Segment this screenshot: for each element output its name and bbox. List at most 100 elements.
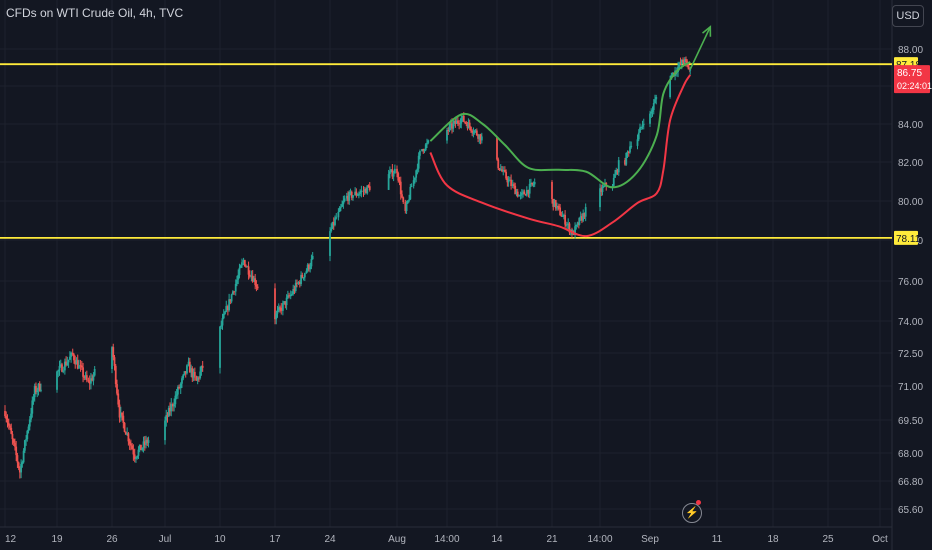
candle-body — [187, 361, 190, 366]
candle-body — [639, 127, 641, 133]
candle-body — [456, 120, 459, 124]
candle-body — [460, 117, 463, 124]
candle-body — [678, 62, 681, 67]
candle-body — [533, 181, 536, 185]
candle-body — [221, 318, 224, 326]
candle-body — [523, 191, 526, 195]
candle-body — [311, 255, 314, 260]
lightning-icon[interactable]: ⚡ — [682, 503, 702, 523]
candle-body — [683, 59, 686, 63]
candle-body — [409, 186, 412, 200]
candle-body — [519, 194, 522, 196]
candle-body — [392, 173, 395, 177]
candle-body — [602, 185, 605, 188]
candle-body — [579, 216, 582, 218]
candle-body — [302, 277, 305, 279]
candle-body — [426, 142, 428, 145]
candle-body — [247, 266, 250, 275]
candle-body — [294, 282, 297, 292]
candle-body — [357, 193, 360, 195]
y-tick-label: 72.50 — [898, 349, 923, 360]
candle-body — [56, 371, 58, 390]
y-tick-label: 68.00 — [898, 449, 923, 460]
candle-body — [464, 121, 466, 123]
candle-body — [84, 375, 87, 378]
candle-body — [167, 407, 170, 417]
candle-body — [16, 455, 19, 463]
candle-body — [11, 433, 14, 440]
candle-body — [567, 223, 570, 225]
candle-body — [92, 375, 95, 381]
candle-body — [625, 152, 628, 165]
candle-body — [114, 365, 117, 385]
candle-body — [188, 361, 191, 373]
candle-body — [331, 222, 334, 229]
candle-body — [40, 389, 42, 391]
candle-body — [366, 185, 369, 194]
level-price-tag — [894, 230, 918, 245]
candle-body — [334, 218, 336, 226]
candle-body — [179, 383, 182, 389]
candle-body — [300, 274, 302, 284]
candle-body — [224, 311, 226, 314]
candle-body — [502, 169, 505, 172]
candle-body — [178, 386, 181, 389]
candle-body — [510, 179, 513, 186]
candle-body — [121, 412, 123, 416]
candle-body — [5, 416, 8, 419]
currency-button[interactable]: USD — [892, 5, 924, 27]
candle-body — [398, 180, 401, 182]
candle-body — [564, 224, 567, 226]
candle-body — [414, 177, 416, 181]
candle-body — [627, 151, 630, 153]
candle-body — [459, 123, 462, 125]
candle-body — [458, 123, 461, 125]
y-tick-label: 74.00 — [898, 317, 923, 328]
candle-body — [132, 449, 135, 455]
candle-body — [31, 400, 34, 414]
candle-body — [462, 115, 465, 122]
candle-body — [21, 462, 24, 465]
candle-body — [248, 274, 251, 277]
candle-body — [524, 194, 527, 196]
candle-body — [685, 59, 687, 62]
candle-body — [556, 205, 558, 209]
candle-body — [275, 313, 278, 320]
candle-body — [276, 310, 279, 314]
candle-body — [181, 378, 183, 384]
candle-body — [230, 294, 233, 302]
candle-body — [471, 130, 474, 133]
candle-body — [242, 260, 245, 263]
candle-body — [193, 371, 196, 377]
candle-body — [236, 279, 238, 284]
candle-body — [174, 395, 177, 405]
candle-body — [200, 365, 203, 372]
candle-body — [349, 191, 352, 193]
candle-body — [245, 266, 247, 268]
candle-body — [286, 295, 289, 298]
candle-body — [637, 132, 640, 140]
candle-body — [649, 113, 651, 124]
candle-body — [75, 360, 78, 365]
candle-body — [360, 190, 363, 193]
candle-body — [616, 169, 619, 173]
candle-body — [679, 62, 682, 65]
candle-body — [243, 260, 246, 267]
candle-body — [296, 282, 298, 284]
candle-body — [281, 303, 284, 311]
candle-body — [412, 180, 415, 187]
candle-body — [225, 306, 228, 312]
candle-body — [301, 274, 304, 278]
candle-body — [35, 386, 37, 393]
lower-curve — [429, 74, 692, 238]
candle-body — [601, 187, 604, 192]
candle-body — [192, 371, 195, 378]
candle-body — [190, 368, 192, 373]
candle-body — [59, 364, 62, 367]
candle-body — [141, 447, 144, 451]
candle-body — [165, 415, 168, 421]
candle-body — [352, 195, 354, 198]
candle-body — [68, 356, 71, 360]
candle-body — [143, 441, 146, 445]
